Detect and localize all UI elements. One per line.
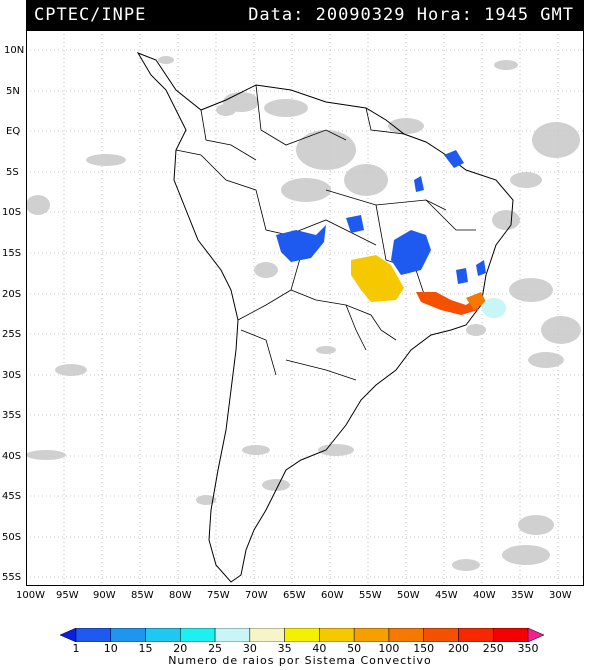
lon-label: 75W — [207, 590, 230, 601]
system-sao-paulo-red — [416, 292, 478, 315]
datetime-label: Data: 20090329 Hora: 1945 GMT — [248, 5, 574, 25]
colorbar-cell — [75, 628, 112, 642]
lon-label: 90W — [93, 590, 116, 601]
lat-label: 5S — [6, 167, 19, 178]
lat-label: 20S — [2, 289, 22, 300]
system-north-blue — [444, 150, 464, 168]
colorbar-cell — [145, 628, 181, 642]
lon-label: 30W — [549, 590, 572, 601]
map-header: CPTEC/INPE Data: 20090329 Hora: 1945 GMT — [26, 0, 584, 30]
lon-label: 60W — [321, 590, 344, 601]
lon-label: 55W — [359, 590, 382, 601]
lon-label: 50W — [397, 590, 420, 601]
lon-label: 40W — [473, 590, 496, 601]
country-borders — [175, 84, 476, 381]
colorbar-cell — [527, 628, 544, 642]
colorbar-tick-label: 15 — [138, 642, 153, 655]
colorbar-cell — [180, 628, 216, 642]
colorbar-title: Numero de raios por Sistema Convectivo — [168, 654, 432, 667]
system-small-yellow — [386, 288, 398, 300]
lat-label: 50S — [2, 532, 22, 543]
lat-label: 55S — [2, 572, 22, 583]
system-central-brazil-blue — [276, 225, 326, 262]
colorbar-tick-label: 30 — [242, 642, 257, 655]
colorbar-tick-label: 40 — [312, 642, 327, 655]
colorbar-cell — [110, 628, 146, 642]
colorbar-cell — [492, 628, 529, 642]
colorbar-tick-label: 250 — [482, 642, 504, 655]
lat-label: 15S — [2, 248, 22, 259]
lat-label: 40S — [2, 451, 22, 462]
lon-label: 65W — [283, 590, 306, 601]
lat-label: 25S — [2, 329, 22, 340]
system-east-blue-2 — [476, 260, 486, 276]
south-america-map — [26, 30, 584, 586]
lon-label: 100W — [16, 590, 45, 601]
lightning-systems — [276, 150, 506, 318]
lon-label: 95W — [56, 590, 79, 601]
colorbar-cell — [458, 628, 494, 642]
system-goias-blue — [391, 230, 431, 275]
colorbar-tick-label: 100 — [378, 642, 400, 655]
graticule — [26, 30, 584, 586]
org-label: CPTEC/INPE — [34, 5, 147, 25]
colorbar-tick-label: 25 — [208, 642, 223, 655]
lat-label: 45S — [2, 491, 22, 502]
lon-label: 80W — [169, 590, 192, 601]
system-atlantic-cyan — [482, 298, 506, 318]
system-north-blue-2 — [414, 176, 424, 192]
colorbar — [60, 628, 544, 642]
colorbar-cell — [388, 628, 424, 642]
lon-label: 70W — [245, 590, 268, 601]
colorbar-tick-label: 150 — [413, 642, 435, 655]
colorbar-tick-label: 1 — [72, 642, 80, 655]
colorbar-cell — [249, 628, 285, 642]
colorbar-cell — [353, 628, 390, 642]
continent-outline — [136, 52, 514, 583]
lat-label: 10S — [2, 207, 22, 218]
system-coast-orange — [466, 292, 486, 310]
system-mato-grosso-blue — [346, 215, 364, 233]
lat-label: 30S — [2, 370, 22, 381]
colorbar-tick-label: 20 — [173, 642, 188, 655]
colorbar-tick-label: 50 — [347, 642, 362, 655]
lat-label: 10N — [4, 45, 25, 56]
lat-label: EQ — [6, 126, 21, 137]
colorbar-cell — [60, 628, 77, 642]
lat-label: 35S — [2, 410, 22, 421]
system-east-blue — [456, 268, 468, 284]
colorbar-cell — [423, 628, 459, 642]
map-panel — [26, 30, 584, 586]
colorbar-cell — [214, 628, 251, 642]
lon-label: 45W — [435, 590, 458, 601]
colorbar-tick-label: 200 — [447, 642, 469, 655]
colorbar-cell — [319, 628, 355, 642]
colorbar-tick-label: 10 — [103, 642, 118, 655]
colorbar-tick-label: 35 — [277, 642, 292, 655]
colorbar-tick-label: 350 — [517, 642, 539, 655]
colorbar-cell — [284, 628, 320, 642]
lon-label: 85W — [131, 590, 154, 601]
lon-label: 35W — [511, 590, 534, 601]
lat-label: 5N — [6, 86, 20, 97]
